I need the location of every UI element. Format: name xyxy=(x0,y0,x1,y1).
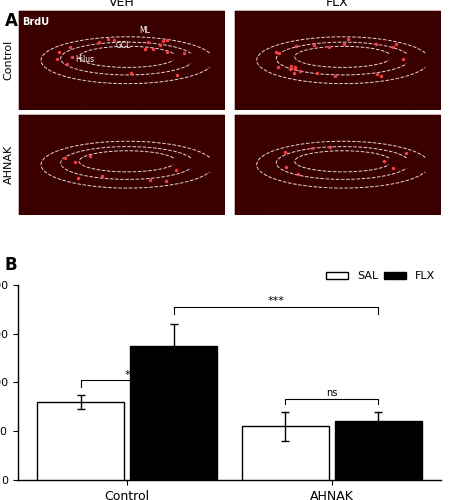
Bar xyxy=(334,422,422,480)
Legend: SAL, FLX: SAL, FLX xyxy=(321,267,440,286)
Bar xyxy=(130,346,217,480)
Text: GCL: GCL xyxy=(116,40,131,50)
Title: VEH: VEH xyxy=(109,0,135,9)
Text: ***: *** xyxy=(267,296,284,306)
Bar xyxy=(37,402,125,480)
Text: ns: ns xyxy=(326,388,338,398)
Text: Hilus: Hilus xyxy=(76,55,94,64)
Y-axis label: AHNAK: AHNAK xyxy=(4,145,14,184)
Text: A: A xyxy=(4,12,18,30)
Text: *: * xyxy=(124,370,130,380)
Text: ML: ML xyxy=(139,26,150,36)
Y-axis label: Control: Control xyxy=(4,40,14,80)
Title: FLX: FLX xyxy=(326,0,349,9)
Bar xyxy=(242,426,329,480)
Text: B: B xyxy=(4,256,17,274)
Text: BrdU: BrdU xyxy=(22,16,50,26)
